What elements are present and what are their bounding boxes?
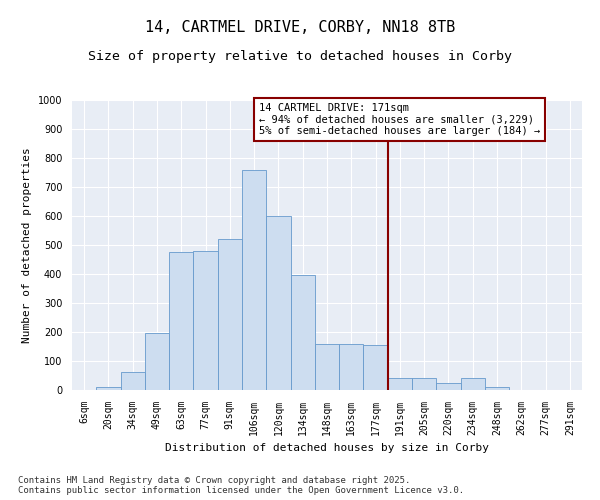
X-axis label: Distribution of detached houses by size in Corby: Distribution of detached houses by size … xyxy=(165,444,489,454)
Bar xyxy=(339,344,364,390)
Text: Contains HM Land Registry data © Crown copyright and database right 2025.
Contai: Contains HM Land Registry data © Crown c… xyxy=(18,476,464,495)
Text: 14 CARTMEL DRIVE: 171sqm
← 94% of detached houses are smaller (3,229)
5% of semi: 14 CARTMEL DRIVE: 171sqm ← 94% of detach… xyxy=(259,103,540,136)
Bar xyxy=(364,345,388,390)
Bar xyxy=(485,387,509,390)
Bar xyxy=(242,170,266,390)
Bar xyxy=(218,239,242,390)
Text: Size of property relative to detached houses in Corby: Size of property relative to detached ho… xyxy=(88,50,512,63)
Bar xyxy=(121,372,145,390)
Bar xyxy=(96,387,121,390)
Bar xyxy=(388,378,412,390)
Y-axis label: Number of detached properties: Number of detached properties xyxy=(22,147,32,343)
Bar xyxy=(266,216,290,390)
Bar xyxy=(461,378,485,390)
Bar xyxy=(290,276,315,390)
Bar xyxy=(169,252,193,390)
Bar xyxy=(412,378,436,390)
Bar xyxy=(193,251,218,390)
Bar xyxy=(315,344,339,390)
Text: 14, CARTMEL DRIVE, CORBY, NN18 8TB: 14, CARTMEL DRIVE, CORBY, NN18 8TB xyxy=(145,20,455,35)
Bar xyxy=(436,383,461,390)
Bar xyxy=(145,333,169,390)
